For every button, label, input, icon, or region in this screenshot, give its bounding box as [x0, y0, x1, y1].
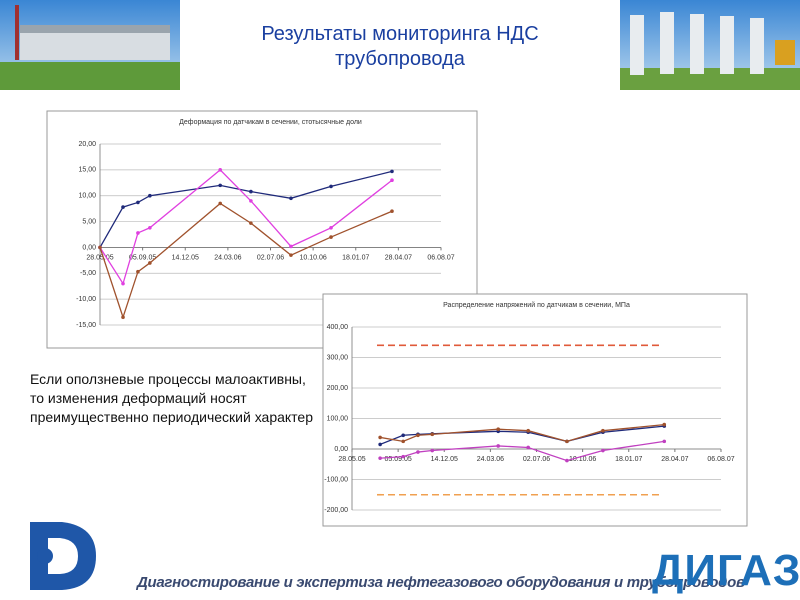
brand: ДИГАЗ — [652, 546, 800, 595]
data-point — [526, 428, 530, 433]
data-point — [329, 184, 333, 189]
data-point — [430, 448, 435, 453]
slide-text: Если оползневые процессы малоактивны, то… — [30, 371, 314, 425]
y-tick-label: 10,00 — [78, 193, 96, 200]
data-point — [121, 205, 125, 209]
x-tick-label: 02.07.06 — [523, 456, 550, 463]
x-tick-label: 24.03.06 — [214, 254, 241, 261]
x-tick-label: 02.07.06 — [257, 254, 284, 261]
y-tick-label: 0,00 — [82, 244, 96, 251]
x-tick-label: 10.10.06 — [569, 456, 596, 463]
y-tick-label: 200,00 — [327, 385, 349, 392]
data-point — [390, 169, 394, 174]
data-point — [218, 168, 223, 172]
data-point — [401, 433, 405, 438]
data-point — [565, 458, 569, 463]
x-tick-label: 06.08.07 — [427, 254, 454, 261]
x-tick-label: 14.12.05 — [431, 456, 458, 463]
chart-frame — [322, 293, 748, 527]
y-tick-label: -5,00 — [80, 270, 96, 277]
y-tick-label: -100,00 — [324, 476, 348, 483]
data-point — [378, 435, 382, 440]
chart: Распределение напряжений по датчикам в с… — [322, 293, 748, 527]
data-point — [390, 178, 394, 182]
y-tick-label: 20,00 — [78, 141, 96, 148]
data-point — [136, 269, 140, 274]
logo — [30, 522, 96, 590]
y-tick-label: 100,00 — [327, 415, 349, 422]
data-point — [601, 448, 605, 453]
data-point — [249, 199, 253, 203]
footer: Диагностирование и экспертиза нефтегазов… — [137, 574, 745, 591]
data-point — [329, 235, 333, 239]
y-tick-label: 0,00 — [334, 446, 348, 453]
x-tick-label: 28.05.05 — [338, 456, 365, 463]
data-point — [378, 442, 382, 447]
data-point — [289, 253, 293, 257]
data-point — [526, 445, 530, 450]
data-point — [565, 439, 569, 444]
x-tick-label: 24.03.06 — [477, 456, 504, 463]
data-point — [662, 422, 667, 427]
y-tick-label: -15,00 — [76, 322, 96, 329]
data-point — [148, 261, 152, 265]
data-point — [601, 428, 605, 433]
data-point — [416, 450, 420, 454]
data-point — [430, 432, 435, 437]
data-point — [218, 183, 223, 188]
data-point — [148, 225, 152, 230]
data-point — [148, 193, 152, 198]
data-point — [136, 200, 140, 205]
data-point — [416, 433, 420, 438]
data-point — [289, 244, 293, 249]
x-tick-label: 05.09.05 — [129, 254, 156, 261]
photo-right — [620, 0, 800, 90]
y-tick-label: 5,00 — [82, 218, 96, 225]
x-tick-label: 28.04.07 — [661, 456, 688, 463]
data-point — [329, 225, 333, 230]
x-tick-label: 28.04.07 — [385, 254, 412, 261]
y-tick-label: -200,00 — [324, 507, 348, 514]
x-tick-label: 28.05.05 — [86, 254, 113, 261]
data-point — [496, 444, 501, 448]
data-point — [136, 231, 140, 235]
x-tick-label: 06.08.07 — [707, 456, 734, 463]
data-point — [121, 315, 125, 320]
data-point — [662, 439, 667, 444]
data-point — [121, 281, 125, 286]
x-tick-label: 14.12.05 — [172, 254, 199, 261]
photo-left — [0, 0, 180, 90]
slide-title: Результаты мониторинга НДС трубопровода — [261, 23, 539, 70]
data-point — [249, 221, 253, 225]
x-tick-label: 10.10.06 — [300, 254, 327, 261]
x-tick-label: 18.01.07 — [342, 254, 369, 261]
x-tick-label: 05.09.05 — [385, 456, 412, 463]
data-point — [98, 245, 102, 250]
chart-title: Деформация по датчикам в сечении, стотыс… — [179, 119, 362, 126]
data-point — [218, 201, 223, 206]
data-point — [249, 189, 253, 194]
y-tick-label: 400,00 — [327, 324, 349, 331]
y-tick-label: 15,00 — [78, 167, 96, 174]
chart-title: Распределение напряжений по датчикам в с… — [443, 301, 630, 309]
data-point — [390, 209, 394, 214]
y-tick-label: -10,00 — [76, 296, 96, 303]
y-tick-label: 300,00 — [327, 354, 349, 361]
data-point — [401, 454, 405, 459]
data-point — [289, 196, 293, 201]
data-point — [401, 439, 405, 444]
data-point — [378, 456, 382, 460]
x-tick-label: 18.01.07 — [615, 456, 642, 463]
data-point — [496, 427, 501, 431]
